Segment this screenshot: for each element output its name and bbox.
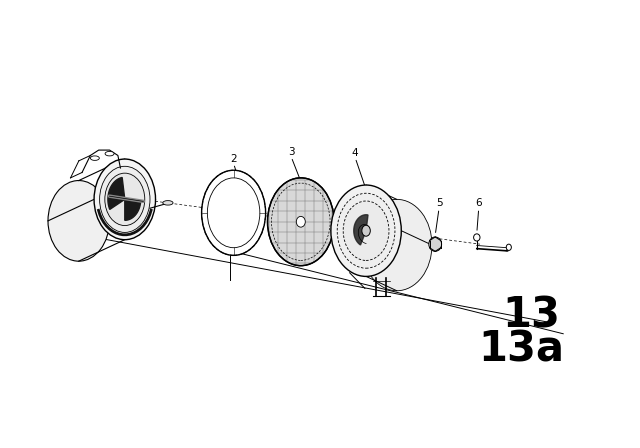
Text: 2: 2 xyxy=(230,154,237,164)
Text: 13a: 13a xyxy=(479,328,564,370)
Ellipse shape xyxy=(105,173,145,225)
Ellipse shape xyxy=(362,225,371,236)
Ellipse shape xyxy=(48,181,109,261)
Ellipse shape xyxy=(105,151,114,156)
Ellipse shape xyxy=(474,234,480,241)
Ellipse shape xyxy=(296,216,305,227)
Ellipse shape xyxy=(429,237,442,251)
Ellipse shape xyxy=(268,178,334,266)
Ellipse shape xyxy=(506,244,511,250)
Ellipse shape xyxy=(337,193,395,268)
Text: 3: 3 xyxy=(288,147,294,157)
Polygon shape xyxy=(125,199,141,220)
Ellipse shape xyxy=(202,170,266,255)
Ellipse shape xyxy=(94,159,156,240)
Ellipse shape xyxy=(343,201,389,260)
Ellipse shape xyxy=(163,201,173,205)
Ellipse shape xyxy=(90,156,99,160)
Ellipse shape xyxy=(207,178,260,248)
Polygon shape xyxy=(354,215,368,245)
Polygon shape xyxy=(108,177,125,209)
Ellipse shape xyxy=(331,185,401,276)
Ellipse shape xyxy=(100,166,150,233)
Text: 4: 4 xyxy=(352,148,358,158)
Text: 5: 5 xyxy=(436,198,442,208)
Text: 6: 6 xyxy=(476,198,482,208)
Ellipse shape xyxy=(362,199,432,291)
Text: 13: 13 xyxy=(502,295,560,337)
